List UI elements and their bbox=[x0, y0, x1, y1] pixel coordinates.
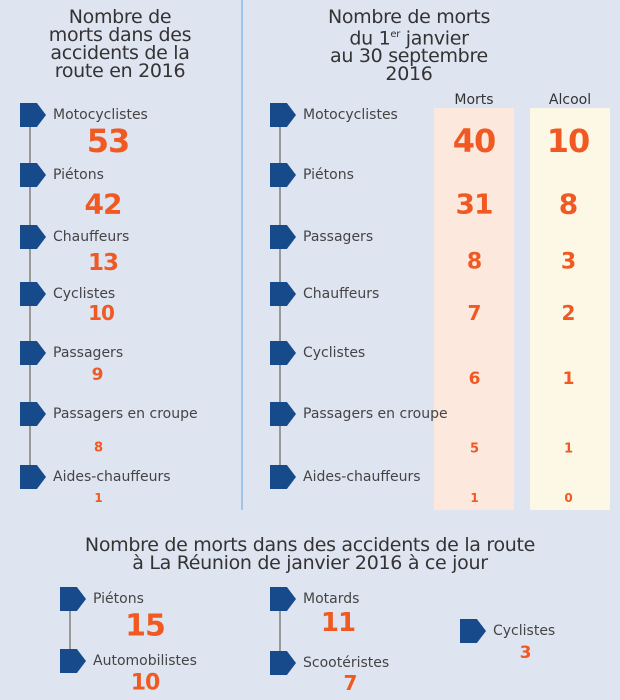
title-line: route en 2016 bbox=[54, 60, 186, 82]
column-divider bbox=[241, 0, 243, 510]
morts-count: 31 bbox=[455, 187, 494, 221]
alcool-count: 1 bbox=[562, 369, 575, 389]
death-count: 8 bbox=[93, 440, 103, 456]
category-label: Scootéristes bbox=[303, 655, 390, 671]
alcool-count: 2 bbox=[561, 301, 576, 325]
pentagon-marker-icon bbox=[20, 103, 46, 127]
category-label: Piétons bbox=[93, 591, 144, 607]
alcool-column-bg bbox=[530, 108, 610, 510]
connector-line bbox=[29, 127, 31, 163]
pentagon-marker-icon bbox=[20, 465, 46, 489]
pentagon-marker-icon bbox=[270, 465, 296, 489]
category-label: Motocyclistes bbox=[53, 107, 148, 123]
title-text: janvier bbox=[400, 27, 469, 50]
title-line: 2016 bbox=[385, 63, 433, 86]
pentagon-marker-icon bbox=[20, 163, 46, 187]
death-count: 3 bbox=[519, 643, 532, 663]
death-count: 42 bbox=[84, 187, 123, 221]
pentagon-marker-icon bbox=[270, 225, 296, 249]
death-count: 11 bbox=[320, 608, 356, 638]
title-line: du 1er janvier bbox=[244, 26, 574, 50]
connector-line bbox=[279, 187, 281, 225]
pentagon-marker-icon bbox=[270, 282, 296, 306]
title-line: au 30 septembre bbox=[330, 45, 488, 68]
middle-title: Nombre de morts du 1er janvier au 30 sep… bbox=[244, 6, 574, 86]
title-line: Nombre de bbox=[68, 6, 172, 28]
category-label: Motards bbox=[303, 591, 360, 607]
category-label: Aides-chauffeurs bbox=[53, 469, 171, 485]
category-label: Passagers en croupe bbox=[53, 406, 198, 422]
title-line: accidents de la bbox=[50, 42, 190, 64]
alcool-count: 1 bbox=[563, 441, 573, 457]
death-count: 53 bbox=[86, 122, 131, 160]
morts-count: 6 bbox=[468, 369, 481, 389]
morts-column-header: Morts bbox=[454, 92, 494, 108]
pentagon-marker-icon bbox=[20, 225, 46, 249]
alcool-count: 8 bbox=[558, 187, 579, 221]
connector-line bbox=[279, 611, 281, 651]
pentagon-marker-icon bbox=[270, 341, 296, 365]
connector-line bbox=[279, 365, 281, 402]
alcool-count: 10 bbox=[546, 122, 591, 160]
morts-count: 5 bbox=[469, 441, 479, 457]
alcool-count: 0 bbox=[564, 491, 572, 505]
death-count: 1 bbox=[94, 491, 102, 505]
morts-count: 40 bbox=[452, 122, 497, 160]
connector-line bbox=[279, 127, 281, 163]
pentagon-marker-icon bbox=[270, 103, 296, 127]
category-label: Motocyclistes bbox=[303, 107, 398, 123]
connector-line bbox=[279, 249, 281, 282]
morts-count: 7 bbox=[467, 301, 482, 325]
morts-count: 8 bbox=[466, 249, 482, 275]
category-label: Cyclistes bbox=[493, 623, 556, 639]
title-sup: er bbox=[390, 29, 401, 40]
death-count: 13 bbox=[87, 250, 119, 276]
connector-line bbox=[29, 365, 31, 402]
pentagon-marker-icon bbox=[60, 649, 86, 673]
title-text: du 1 bbox=[349, 27, 391, 50]
title-line: à La Réunion de janvier 2016 à ce jour bbox=[132, 552, 488, 574]
pentagon-marker-icon bbox=[60, 587, 86, 611]
pentagon-marker-icon bbox=[270, 163, 296, 187]
pentagon-marker-icon bbox=[270, 651, 296, 675]
category-label: Passagers en croupe bbox=[303, 406, 448, 422]
connector-line bbox=[29, 249, 31, 282]
category-label: Chauffeurs bbox=[303, 286, 380, 302]
title-line: Nombre de morts bbox=[327, 6, 491, 28]
pentagon-marker-icon bbox=[270, 402, 296, 426]
category-label: Aides-chauffeurs bbox=[303, 469, 421, 485]
category-label: Chauffeurs bbox=[53, 229, 130, 245]
pentagon-marker-icon bbox=[270, 587, 296, 611]
connector-line bbox=[29, 306, 31, 341]
category-label: Passagers bbox=[53, 345, 124, 361]
connector-line bbox=[29, 426, 31, 465]
connector-line bbox=[279, 426, 281, 465]
category-label: Passagers bbox=[303, 229, 374, 245]
category-label: Piétons bbox=[303, 167, 354, 183]
category-label: Automobilistes bbox=[93, 653, 197, 669]
alcool-column-header: Alcool bbox=[548, 92, 592, 108]
bottom-title: Nombre de morts dans des accidents de la… bbox=[0, 534, 620, 574]
pentagon-marker-icon bbox=[460, 619, 486, 643]
pentagon-marker-icon bbox=[20, 282, 46, 306]
title-line: morts dans des bbox=[48, 24, 192, 46]
connector-line bbox=[69, 611, 71, 649]
death-count: 10 bbox=[88, 301, 115, 325]
left-title: Nombre de morts dans des accidents de la… bbox=[0, 6, 240, 82]
connector-line bbox=[29, 187, 31, 225]
alcool-count: 3 bbox=[560, 249, 576, 275]
death-count: 15 bbox=[125, 608, 166, 644]
connector-line bbox=[279, 306, 281, 341]
death-count: 9 bbox=[91, 365, 104, 385]
morts-column-bg bbox=[434, 108, 514, 510]
category-label: Piétons bbox=[53, 167, 104, 183]
death-count: 10 bbox=[130, 670, 161, 696]
morts-count: 1 bbox=[470, 491, 478, 505]
category-label: Cyclistes bbox=[303, 345, 366, 361]
pentagon-marker-icon bbox=[20, 402, 46, 426]
pentagon-marker-icon bbox=[20, 341, 46, 365]
title-line: Nombre de morts dans des accidents de la… bbox=[84, 534, 536, 556]
category-label: Cyclistes bbox=[53, 286, 116, 302]
death-count: 7 bbox=[343, 671, 358, 695]
